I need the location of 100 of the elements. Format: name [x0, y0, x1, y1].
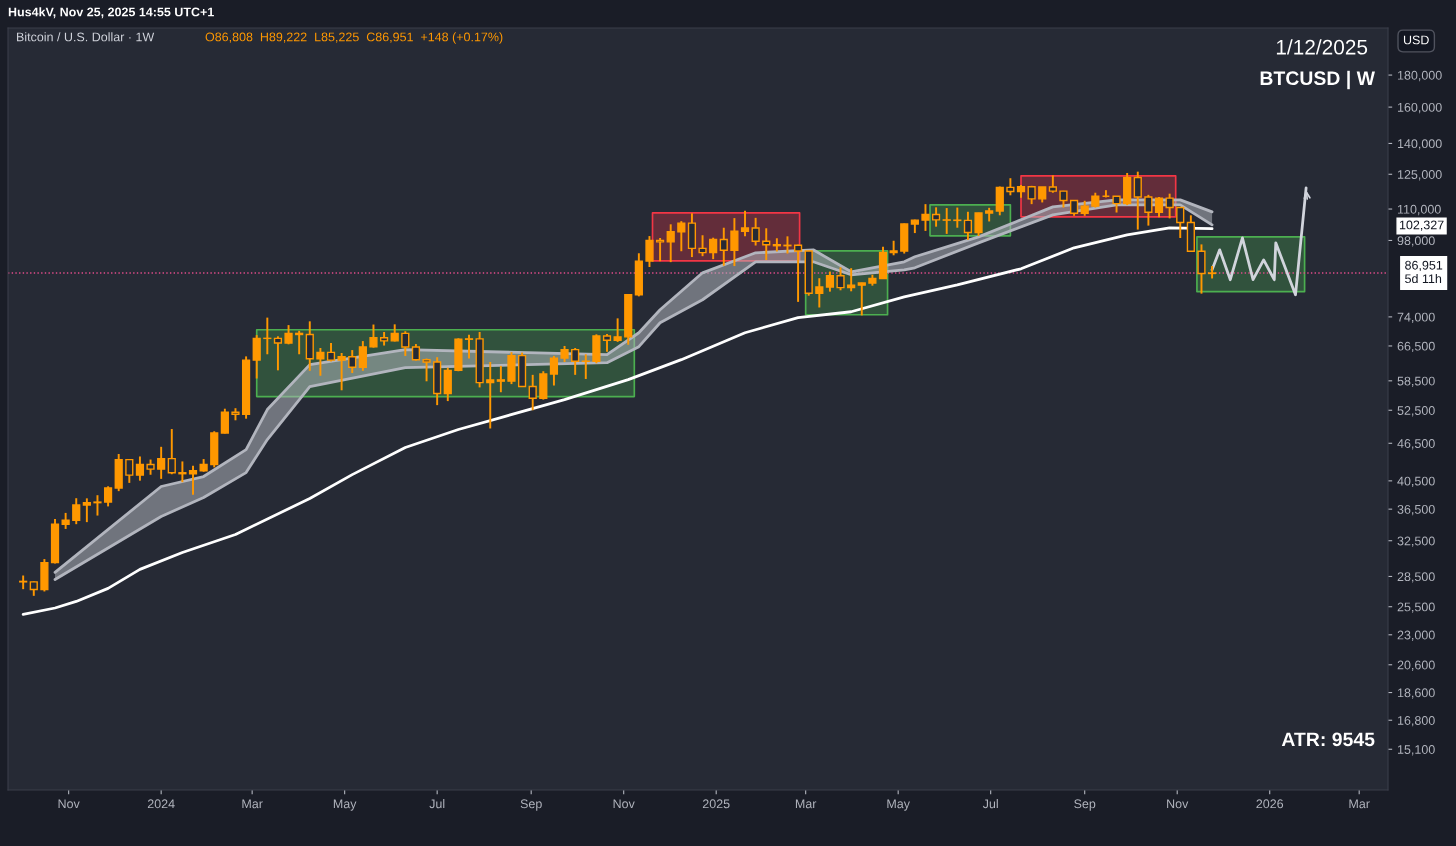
candlestick	[103, 485, 113, 508]
x-tick-label: May	[887, 799, 910, 811]
candlestick	[1197, 243, 1206, 295]
candlestick	[549, 354, 559, 387]
x-tick-label: Nov	[613, 799, 635, 809]
y-tick-label: 110,000	[1397, 204, 1441, 216]
candlestick	[751, 216, 760, 247]
y-tick-label: 58,500	[1397, 376, 1435, 387]
y-tick-label: 25,500	[1397, 602, 1435, 613]
candlestick	[677, 220, 686, 253]
candlestick	[815, 277, 824, 309]
line-series	[1210, 186, 1308, 297]
chart-subtitle: O86,808 H89,222 L85,225 C86,951 +148 (+0.17%)	[205, 32, 503, 44]
candlestick	[740, 209, 750, 238]
candlestick	[188, 464, 198, 496]
x-tick-label: Sep	[520, 799, 542, 811]
candlestick	[125, 458, 134, 484]
candlestick	[326, 342, 336, 363]
candlestick	[220, 407, 229, 435]
candlestick	[581, 353, 590, 380]
x-tick-label: Jul	[982, 799, 998, 809]
candlestick	[995, 185, 1004, 217]
annotation: BTCUSD | W	[1260, 70, 1375, 90]
candlestick	[857, 281, 866, 317]
text: Hus4kV, Nov 25, 2025 14:55 UTC+1	[8, 7, 214, 19]
candlestick	[942, 207, 951, 235]
x-tick-label: Mar	[795, 799, 817, 809]
y-tick-label: 98,000	[1397, 236, 1435, 247]
y-tick-label: 160,000	[1397, 102, 1442, 114]
candlestick	[337, 352, 346, 392]
annotation: 1/12/2025	[1276, 39, 1368, 55]
y-tick-label: 20,600	[1397, 660, 1435, 671]
x-tick-label: Mar	[242, 799, 263, 809]
candlestick	[464, 333, 474, 360]
y-tick-label: 46,500	[1397, 439, 1435, 450]
candlestick	[963, 210, 973, 241]
candlestick	[252, 334, 261, 380]
x-tick-label: 2024	[147, 799, 175, 809]
line-series	[21, 226, 1214, 616]
y-tick-label: 40,500	[1397, 476, 1435, 487]
y-tick-label: 140,000	[1397, 139, 1442, 150]
text: USD	[1403, 35, 1429, 45]
candlestick	[178, 460, 187, 484]
candlestick	[486, 360, 495, 430]
candlestick	[645, 235, 654, 268]
x-tick-label: Sep	[1074, 799, 1096, 811]
y-tick-label: 125,000	[1397, 170, 1442, 181]
candlestick	[358, 340, 367, 372]
x-tick-label: Mar	[1349, 799, 1370, 809]
candlestick	[443, 366, 452, 403]
candlestick	[273, 335, 283, 372]
candlestick	[836, 266, 845, 292]
x-tick-label: May	[333, 799, 357, 811]
candlestick	[369, 323, 378, 349]
y-tick-label: 52,500	[1397, 406, 1435, 417]
ref-line-label: 86,951 5d 11h	[1405, 260, 1443, 284]
candlestick	[167, 428, 176, 476]
candlestick	[613, 317, 622, 343]
y-tick-label: 180,000	[1397, 70, 1442, 82]
candlestick	[93, 494, 102, 517]
candlestick	[1133, 170, 1142, 231]
x-tick-label: Jul	[429, 799, 445, 809]
candlestick	[571, 347, 580, 376]
y-tick-label: 18,600	[1397, 688, 1435, 699]
y-tick-label: 15,100	[1397, 745, 1435, 756]
y-tick-label: 32,500	[1397, 536, 1435, 547]
y-tick-label: 36,500	[1397, 504, 1435, 516]
x-tick-label: Nov	[1167, 799, 1189, 809]
x-tick-label: 2026	[1256, 799, 1284, 809]
candlestick	[401, 330, 410, 357]
candlestick	[931, 206, 941, 228]
candlestick	[157, 445, 166, 480]
y-tick-label: 28,500	[1397, 572, 1435, 583]
candlestick	[825, 270, 835, 293]
candlestick	[730, 217, 739, 268]
candlestick	[1165, 192, 1174, 220]
annotation: ATR: 9545	[1281, 732, 1375, 747]
candlestick	[655, 237, 665, 263]
candlestick	[709, 236, 718, 261]
candlestick	[72, 497, 81, 526]
candlestick	[793, 243, 803, 303]
candlestick	[1144, 193, 1153, 227]
candlestick	[719, 226, 728, 267]
chart-title: Bitcoin / U.S. Dollar · 1W	[17, 32, 155, 42]
candlestick	[974, 211, 983, 238]
candlestick	[1176, 206, 1185, 239]
text: 102,327	[1399, 220, 1444, 231]
candlestick	[847, 267, 856, 293]
candlestick	[496, 364, 505, 394]
candlestick	[82, 497, 91, 524]
candlestick	[528, 373, 537, 412]
candlestick	[698, 234, 707, 258]
candlestick	[921, 203, 930, 232]
candlestick	[135, 455, 145, 482]
y-tick-label: 16,800	[1397, 716, 1435, 727]
candlestick	[348, 349, 357, 374]
y-tick-label: 66,500	[1397, 341, 1435, 353]
x-tick-label: 2025	[702, 799, 730, 809]
y-tick-label: 74,000	[1397, 312, 1435, 324]
y-tick-label: 23,000	[1397, 630, 1435, 641]
